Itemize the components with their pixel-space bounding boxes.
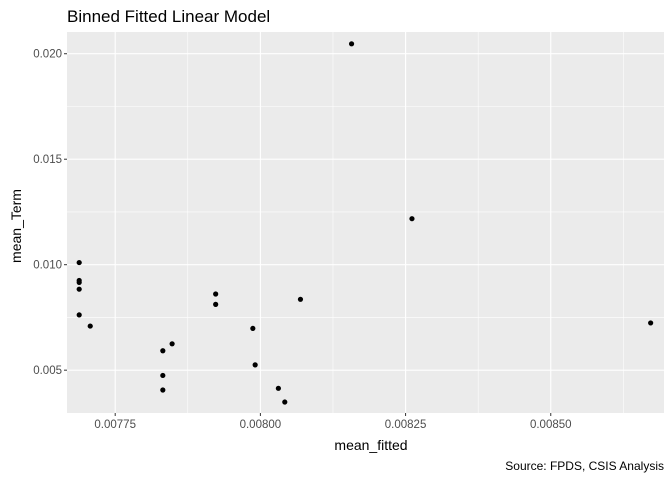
data-point — [76, 286, 82, 292]
y-tick-label: 0.010 — [33, 260, 62, 272]
data-point — [87, 323, 93, 329]
data-point — [160, 372, 166, 379]
data-point — [282, 399, 288, 405]
x-tick-label: 0.00775 — [94, 419, 136, 431]
data-point — [648, 320, 654, 326]
plot-panel — [67, 32, 664, 413]
data-point — [76, 279, 82, 286]
data-point — [160, 348, 166, 354]
data-point — [250, 325, 256, 332]
x-tick-label: 0.00825 — [385, 419, 427, 431]
data-point — [252, 362, 258, 368]
y-tick-label: 0.005 — [33, 365, 62, 377]
data-point — [348, 41, 355, 47]
data-point — [213, 291, 219, 297]
y-tick-label: 0.020 — [33, 49, 62, 61]
x-tick-label: 0.00850 — [530, 419, 572, 431]
data-point — [76, 259, 82, 266]
data-point — [297, 296, 304, 302]
y-axis-title: mean_Term — [8, 189, 24, 263]
data-point — [76, 312, 82, 318]
data-point — [160, 387, 166, 393]
data-points — [76, 41, 654, 405]
x-tick-label: 0.00800 — [240, 419, 282, 431]
data-point — [213, 301, 219, 307]
data-point — [409, 216, 415, 222]
axis-ticks: 0.00775 0.00800 0.00825 0.00850 0.005 0.010 0.… — [33, 49, 571, 431]
x-axis-title: mean_fitted — [334, 437, 407, 453]
grid-lines — [67, 32, 664, 413]
chart-title: Binned Fitted Linear Model — [67, 7, 270, 26]
y-tick-label: 0.015 — [33, 154, 62, 166]
data-point — [169, 341, 175, 347]
caption-source: Source: FPDS, CSIS Analysis — [505, 459, 664, 473]
data-point — [275, 385, 281, 391]
